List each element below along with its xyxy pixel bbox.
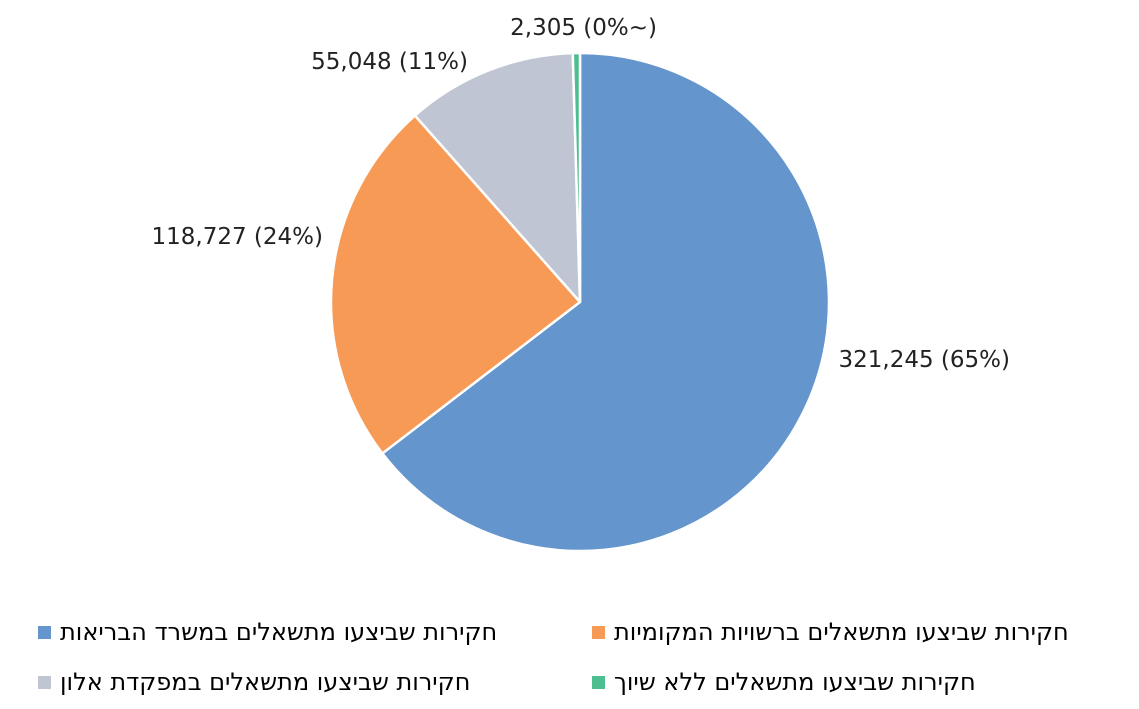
pie-chart-canvas: 321,245 (65%) 118,727 (24%) 55,048 (11%) 2,… bbox=[152, 15, 1011, 553]
pie-data-label: 55,048 (11%) bbox=[311, 49, 468, 75]
legend-item: חקירות שביצעו מתשאלים במשרד הבריאות bbox=[38, 618, 497, 646]
pie-slices bbox=[329, 51, 831, 553]
legend-label: חקירות שביצעו מתשאלים ברשויות המקומיות bbox=[614, 618, 1069, 646]
pie-slice bbox=[381, 51, 831, 553]
legend-item: חקירות שביצעו מתשאלים ברשויות המקומיות bbox=[592, 618, 1069, 646]
legend-swatch bbox=[592, 625, 605, 639]
legend-swatch bbox=[38, 625, 51, 639]
legend-label: חקירות שביצעו מתשאלים ללא שיוך bbox=[614, 668, 976, 696]
legend-item: חקירות שביצעו מתשאלים ללא שיוך bbox=[592, 668, 976, 696]
pie-data-labels: 321,245 (65%) 118,727 (24%) 55,048 (11%) 2,… bbox=[152, 15, 1011, 373]
legend-swatch bbox=[38, 675, 51, 689]
legend-item: חקירות שביצעו מתשאלים במפקדת אלון bbox=[38, 668, 470, 696]
pie-data-label: 118,727 (24%) bbox=[152, 224, 324, 250]
chart-legend: חקירות שביצעו מתשאלים במשרד הבריאות חקיר… bbox=[0, 606, 1139, 706]
pie-data-label: 2,305 (0%~) bbox=[510, 15, 657, 41]
pie-slice bbox=[329, 114, 582, 455]
legend-swatch bbox=[592, 675, 605, 689]
pie-data-label: 321,245 (65%) bbox=[839, 347, 1011, 373]
pie-slice bbox=[571, 51, 582, 304]
pie-slice bbox=[413, 51, 582, 304]
legend-label: חקירות שביצעו מתשאלים במשרד הבריאות bbox=[60, 618, 498, 646]
legend-label: חקירות שביצעו מתשאלים במפקדת אלון bbox=[60, 668, 471, 696]
